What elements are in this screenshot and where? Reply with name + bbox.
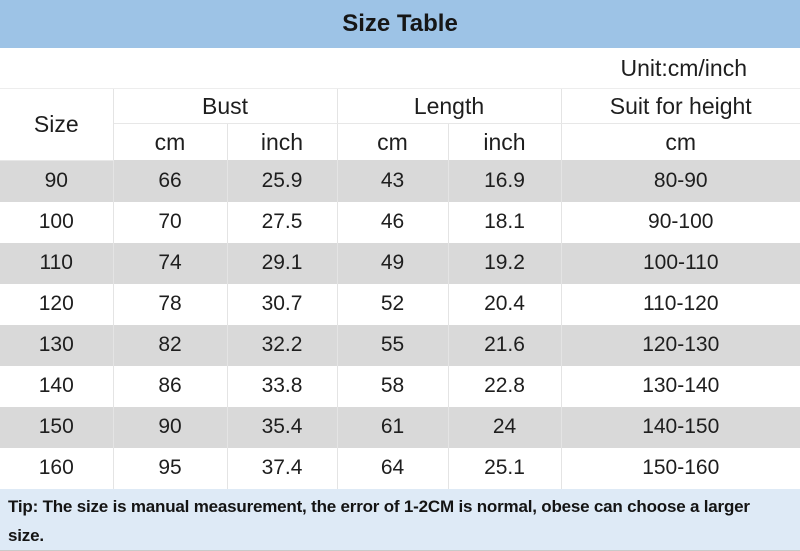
cell-length-cm: 43 — [336, 160, 449, 202]
table-row: 130 82 32.2 55 21.6 120-130 — [0, 324, 800, 366]
cell-length-inch: 20.4 — [447, 283, 562, 325]
cell-length-inch: 21.6 — [447, 324, 562, 366]
tip-row: Tip: The size is manual measurement, the… — [0, 488, 800, 551]
subheader-bust-cm: cm — [113, 123, 228, 160]
cell-height-range: 100-110 — [560, 242, 800, 284]
table-row: 120 78 30.7 52 20.4 110-120 — [0, 283, 800, 325]
header-sub-row: cm inch cm inch cm — [0, 123, 800, 160]
col-header-bust: Bust — [112, 88, 338, 124]
cell-size: 140 — [0, 365, 114, 407]
cell-bust-cm: 70 — [112, 201, 228, 243]
cell-bust-inch: 25.9 — [226, 160, 338, 202]
cell-length-cm: 58 — [336, 365, 449, 407]
cell-size: 120 — [0, 283, 114, 325]
col-header-size: Size — [0, 88, 114, 161]
table-row: 110 74 29.1 49 19.2 100-110 — [0, 242, 800, 284]
cell-bust-inch: 32.2 — [226, 324, 338, 366]
cell-bust-inch: 37.4 — [226, 447, 338, 489]
cell-bust-cm: 90 — [112, 406, 228, 448]
unit-row: Unit:cm/inch — [0, 48, 800, 89]
cell-height-range: 110-120 — [560, 283, 800, 325]
cell-size: 130 — [0, 324, 114, 366]
cell-bust-cm: 78 — [112, 283, 228, 325]
cell-bust-cm: 66 — [112, 160, 228, 202]
tip-note: Tip: The size is manual measurement, the… — [0, 488, 800, 551]
table-row: 150 90 35.4 61 24 140-150 — [0, 406, 800, 448]
subheader-length-inch: inch — [447, 123, 562, 160]
subheader-bust-inch: inch — [226, 123, 338, 160]
page-title: Size Table — [0, 0, 800, 48]
cell-bust-cm: 95 — [112, 447, 228, 489]
table-row: 140 86 33.8 58 22.8 130-140 — [0, 365, 800, 407]
cell-bust-cm: 82 — [112, 324, 228, 366]
cell-bust-inch: 27.5 — [226, 201, 338, 243]
cell-size: 110 — [0, 242, 114, 284]
cell-length-inch: 19.2 — [447, 242, 562, 284]
header-group-row: Size Bust Length Suit for height — [0, 88, 800, 161]
cell-bust-inch: 35.4 — [226, 406, 338, 448]
subheader-length-cm: cm — [336, 123, 449, 160]
table-row: 100 70 27.5 46 18.1 90-100 — [0, 201, 800, 243]
cell-bust-inch: 33.8 — [226, 365, 338, 407]
cell-length-cm: 49 — [336, 242, 449, 284]
col-header-height: Suit for height — [560, 88, 800, 124]
cell-length-cm: 61 — [336, 406, 449, 448]
cell-size: 150 — [0, 406, 114, 448]
cell-height-range: 120-130 — [560, 324, 800, 366]
cell-height-range: 130-140 — [560, 365, 800, 407]
table-row: 160 95 37.4 64 25.1 150-160 — [0, 447, 800, 489]
cell-bust-inch: 30.7 — [226, 283, 338, 325]
cell-bust-cm: 86 — [112, 365, 228, 407]
cell-size: 90 — [0, 160, 114, 202]
title-bar: Size Table — [0, 0, 800, 48]
cell-size: 100 — [0, 201, 114, 243]
cell-length-cm: 55 — [336, 324, 449, 366]
cell-length-cm: 52 — [336, 283, 449, 325]
cell-bust-inch: 29.1 — [226, 242, 338, 284]
unit-note: Unit:cm/inch — [0, 48, 800, 89]
cell-size: 160 — [0, 447, 114, 489]
cell-length-cm: 46 — [336, 201, 449, 243]
cell-length-inch: 24 — [447, 406, 562, 448]
cell-length-inch: 22.8 — [447, 365, 562, 407]
cell-length-inch: 25.1 — [447, 447, 562, 489]
col-header-length: Length — [336, 88, 562, 124]
cell-length-inch: 16.9 — [447, 160, 562, 202]
subheader-height-cm: cm — [560, 123, 800, 160]
table-row: 90 66 25.9 43 16.9 80-90 — [0, 160, 800, 202]
cell-bust-cm: 74 — [112, 242, 228, 284]
cell-height-range: 140-150 — [560, 406, 800, 448]
cell-height-range: 90-100 — [560, 201, 800, 243]
cell-height-range: 80-90 — [560, 160, 800, 202]
cell-height-range: 150-160 — [560, 447, 800, 489]
cell-length-cm: 64 — [336, 447, 449, 489]
cell-length-inch: 18.1 — [447, 201, 562, 243]
